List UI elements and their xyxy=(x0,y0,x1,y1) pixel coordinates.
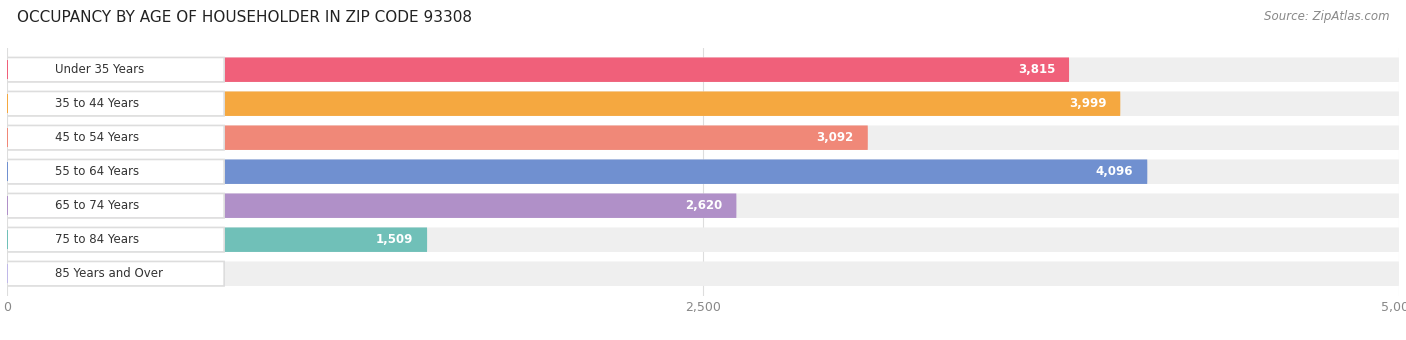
Text: 4,096: 4,096 xyxy=(1095,165,1133,178)
FancyBboxPatch shape xyxy=(7,57,224,82)
FancyBboxPatch shape xyxy=(7,261,224,286)
FancyBboxPatch shape xyxy=(7,261,1399,286)
FancyBboxPatch shape xyxy=(7,57,1399,82)
FancyBboxPatch shape xyxy=(7,193,737,218)
Text: 3,092: 3,092 xyxy=(817,131,853,144)
FancyBboxPatch shape xyxy=(7,159,1147,184)
Text: 85 Years and Over: 85 Years and Over xyxy=(55,267,163,280)
Text: 3,999: 3,999 xyxy=(1069,97,1107,110)
Text: 55 to 64 Years: 55 to 64 Years xyxy=(55,165,139,178)
FancyBboxPatch shape xyxy=(7,159,224,184)
Text: 1,509: 1,509 xyxy=(375,233,413,246)
FancyBboxPatch shape xyxy=(7,91,1399,116)
FancyBboxPatch shape xyxy=(7,159,1399,184)
FancyBboxPatch shape xyxy=(7,193,224,218)
FancyBboxPatch shape xyxy=(7,227,1399,252)
Text: 35 to 44 Years: 35 to 44 Years xyxy=(55,97,139,110)
FancyBboxPatch shape xyxy=(7,57,1069,82)
Text: 3,815: 3,815 xyxy=(1018,63,1054,76)
Text: 2,620: 2,620 xyxy=(685,199,723,212)
FancyBboxPatch shape xyxy=(7,91,1121,116)
FancyBboxPatch shape xyxy=(7,261,225,286)
Text: 45 to 54 Years: 45 to 54 Years xyxy=(55,131,139,144)
FancyBboxPatch shape xyxy=(7,125,224,150)
Text: 75 to 84 Years: 75 to 84 Years xyxy=(55,233,139,246)
FancyBboxPatch shape xyxy=(7,91,224,116)
FancyBboxPatch shape xyxy=(7,227,427,252)
Text: 65 to 74 Years: 65 to 74 Years xyxy=(55,199,139,212)
Text: OCCUPANCY BY AGE OF HOUSEHOLDER IN ZIP CODE 93308: OCCUPANCY BY AGE OF HOUSEHOLDER IN ZIP C… xyxy=(17,10,472,25)
FancyBboxPatch shape xyxy=(7,193,1399,218)
FancyBboxPatch shape xyxy=(7,227,224,252)
FancyBboxPatch shape xyxy=(7,125,868,150)
Text: Source: ZipAtlas.com: Source: ZipAtlas.com xyxy=(1264,10,1389,23)
FancyBboxPatch shape xyxy=(7,125,1399,150)
Text: Under 35 Years: Under 35 Years xyxy=(55,63,143,76)
Text: 782: 782 xyxy=(187,267,211,280)
